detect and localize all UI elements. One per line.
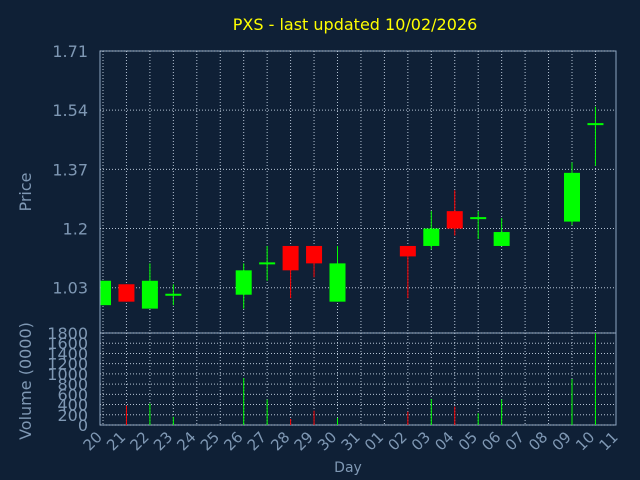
volume-tick-label: 1400	[47, 344, 88, 363]
chart-title: PXS - last updated 10/02/2026	[233, 15, 478, 34]
candle-body	[118, 284, 135, 302]
price-tick-label: 1.03	[52, 279, 88, 298]
x-axis-label: Day	[334, 460, 362, 476]
volume-tick-label: 600	[57, 385, 88, 404]
candle	[329, 245, 346, 302]
x-axis-ticks: 2021222324252627282930310102030405060708…	[80, 428, 622, 454]
price-tick-label: 1.54	[52, 101, 88, 120]
price-tick-label: 1.71	[52, 42, 88, 61]
candle	[165, 284, 182, 306]
candle-body	[493, 232, 510, 246]
candle	[282, 245, 299, 299]
candle	[306, 245, 323, 278]
volume-axis-label: Volume (0000)	[16, 322, 35, 440]
candle	[587, 106, 604, 166]
candle	[141, 263, 158, 309]
candle-body	[235, 270, 252, 295]
price-axis-ticks: 1.71 1.54 1.37 1.2 1.03	[52, 42, 88, 298]
candle	[423, 211, 440, 250]
candle	[470, 211, 487, 239]
volume-tick-label: 1800	[47, 324, 88, 343]
candle-body	[306, 245, 323, 264]
volume-tick-label: 1000	[47, 365, 88, 384]
candle	[118, 284, 135, 302]
volume-tick-label: 800	[57, 375, 88, 394]
volume-tick-label: 200	[57, 406, 88, 425]
volume-tick-label: 1200	[47, 355, 88, 374]
candle	[399, 245, 416, 299]
price-axis-label: Price	[16, 172, 35, 211]
candle-body	[329, 263, 346, 302]
candle-body	[446, 211, 463, 229]
volume-tick-label: 1600	[47, 334, 88, 353]
candle-body	[141, 280, 158, 309]
volume-tick-label: 400	[57, 396, 88, 415]
candles	[100, 106, 604, 309]
price-tick-label: 1.2	[63, 220, 88, 239]
price-tick-label: 1.37	[52, 160, 88, 179]
candle-body	[564, 172, 580, 222]
candle	[493, 218, 510, 246]
volume-tick-label: 0	[78, 416, 88, 435]
candle	[259, 245, 276, 281]
candle	[564, 162, 580, 226]
volume-grid	[100, 332, 616, 426]
candle	[446, 190, 463, 236]
candle-body	[399, 245, 416, 257]
candle	[100, 280, 111, 306]
candle-body	[282, 245, 299, 271]
candle-body	[423, 228, 440, 246]
candle-body	[100, 280, 111, 306]
volume-bars	[125, 333, 596, 425]
candle	[235, 263, 252, 309]
